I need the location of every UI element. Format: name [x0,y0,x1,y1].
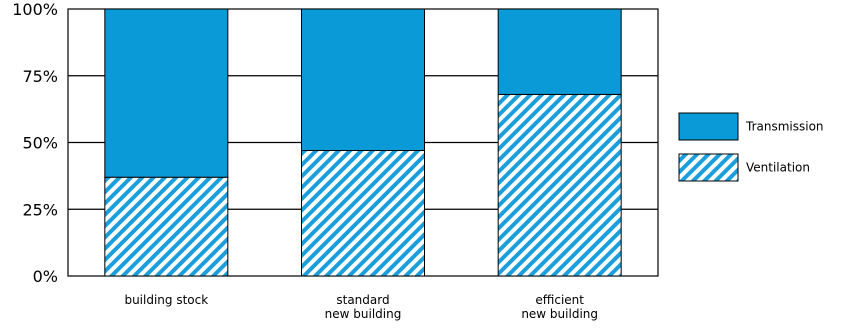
legend-swatch-transmission [678,112,739,141]
x-category-label: standard new building [325,293,402,321]
x-category-label-line: efficient [535,293,584,307]
transmission-bar [301,8,425,152]
y-tick-label: 75% [22,67,58,86]
legend-label-transmission: Transmission [745,120,824,134]
legend: Transmission Ventilation [678,112,824,182]
legend-label-ventilation: Ventilation [746,161,810,175]
y-tick-label: 25% [22,200,58,219]
ventilation-bar [104,176,229,277]
plot-area: 0%25%50%75%100%building stock standard new… [12,0,659,321]
legend-swatch-ventilation [678,153,739,182]
x-category-label-line: new building [325,307,402,321]
x-category-label: building stock [124,293,208,307]
transmission-bar [104,8,229,178]
y-tick-label: 50% [22,134,58,153]
ventilation-bar [301,150,425,277]
x-category-label-line: standard [336,293,389,307]
ventilation-bar [497,93,622,277]
transmission-bar [497,8,622,95]
y-tick-label: 100% [12,0,58,19]
x-category-label-line: building stock [124,293,208,307]
x-category-label-line: new building [521,307,598,321]
y-tick-label: 0% [33,267,58,286]
x-category-label: efficient new building [521,293,598,321]
